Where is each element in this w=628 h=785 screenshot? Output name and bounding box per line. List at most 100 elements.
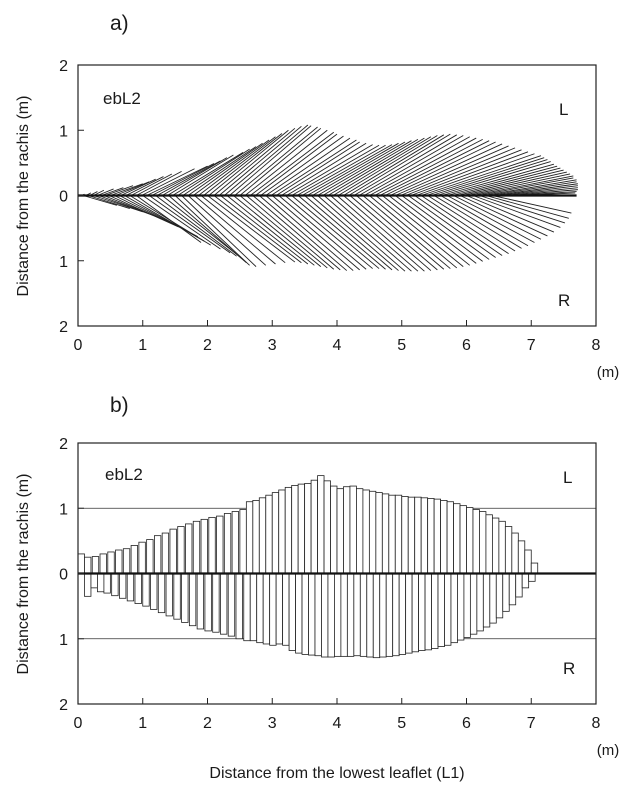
right-leaflet-bar <box>157 573 166 614</box>
right-leaflet-line <box>297 195 386 270</box>
left-leaflet-bar <box>284 486 293 574</box>
right-leaflet-bar <box>366 573 374 658</box>
panel-b-y-tick-label: 2 <box>59 697 68 714</box>
left-leaflet-bar <box>440 500 448 574</box>
left-leaflet-bar <box>511 532 519 574</box>
right-leaflet-line <box>174 195 250 266</box>
panel-a-y-tick-label: 2 <box>59 58 68 75</box>
left-leaflet-line <box>281 142 367 196</box>
left-leaflet-line <box>296 144 386 196</box>
panel-a-x-tick-label: 8 <box>592 337 601 354</box>
left-leaflet-line <box>379 140 490 196</box>
right-leaflet-bar <box>405 573 413 654</box>
left-leaflet-line <box>115 181 150 196</box>
right-leaflet-bar <box>314 573 322 657</box>
panel-b-x-axis-title: Distance from the lowest leaflet (L1) <box>209 765 464 782</box>
panel-a-id-label: ebL2 <box>103 89 141 108</box>
right-leaflet-bar <box>84 573 92 597</box>
right-leaflet-bar <box>437 573 445 647</box>
right-leaflet-bar <box>411 573 419 653</box>
right-leaflet-bar <box>327 573 335 658</box>
right-leaflet-bar <box>392 573 400 657</box>
left-leaflet-line <box>446 165 558 196</box>
left-leaflet-line <box>101 187 124 196</box>
right-leaflet-line <box>246 195 335 270</box>
right-leaflet-line <box>259 195 348 271</box>
left-leaflet-bar <box>297 483 306 574</box>
panel-b-y-tick-label: 1 <box>59 632 68 649</box>
left-leaflet-bar <box>304 483 312 574</box>
left-leaflet-line <box>208 129 289 196</box>
left-leaflet-bar <box>414 496 422 574</box>
panel-a-x-tick-label: 7 <box>527 337 536 354</box>
left-leaflet-bar <box>208 516 216 574</box>
left-leaflet-line <box>488 181 577 196</box>
right-leaflet-bar <box>165 573 173 617</box>
left-leaflet-bar <box>349 485 357 574</box>
left-leaflet-line <box>187 142 263 196</box>
left-leaflet-bar <box>91 556 100 574</box>
right-leaflet-bar <box>528 573 536 582</box>
left-leaflet-line <box>348 133 451 196</box>
left-leaflet-bar <box>362 489 370 574</box>
left-leaflet-line <box>441 163 555 196</box>
right-leaflet-line <box>194 195 276 265</box>
right-leaflet-bar <box>256 573 264 644</box>
right-leaflet-line <box>414 195 503 256</box>
left-leaflet-bar <box>427 498 435 574</box>
right-leaflet-bar <box>502 573 510 612</box>
left-leaflet-bar <box>466 507 474 574</box>
left-leaflet-line <box>249 131 335 196</box>
right-leaflet-line <box>453 195 542 240</box>
right-leaflet-bar <box>119 573 127 599</box>
left-leaflet-line <box>213 127 296 196</box>
left-leaflet-line <box>141 168 195 196</box>
right-leaflet-line <box>148 195 231 254</box>
right-leaflet-bar <box>321 573 329 658</box>
panel-a-x-tick-label: 5 <box>397 337 406 354</box>
right-leaflet-bar <box>308 573 316 656</box>
panel-b-x-tick-label: 4 <box>333 715 342 732</box>
panel-b-id-label: ebL2 <box>105 465 143 484</box>
panel-a-x-tick-label: 2 <box>203 337 212 354</box>
left-leaflet-bar <box>433 498 441 574</box>
right-leaflet-line <box>395 195 483 262</box>
left-leaflet-bar <box>472 509 480 574</box>
left-leaflet-line <box>327 137 425 196</box>
panel-b-y-tick-label: 1 <box>59 501 68 518</box>
left-leaflet-bar <box>252 500 260 574</box>
right-leaflet-line <box>492 195 572 214</box>
right-leaflet-line <box>271 195 360 271</box>
panel-a-y-tick-label: 1 <box>59 254 68 271</box>
right-leaflet-line <box>278 195 367 270</box>
left-leaflet-bar <box>381 493 390 574</box>
left-leaflet-bar <box>161 532 170 574</box>
right-leaflet-line <box>433 195 522 249</box>
right-leaflet-bar <box>346 573 355 657</box>
panel-b-x-tick-label: 7 <box>527 715 536 732</box>
left-leaflet-bar <box>517 540 526 574</box>
left-leaflet-line <box>415 153 535 196</box>
right-leaflet-line <box>427 195 516 252</box>
right-leaflet-line <box>375 195 464 267</box>
right-leaflet-line <box>401 195 490 260</box>
right-leaflet-bar <box>126 573 135 602</box>
left-leaflet-bar <box>169 528 177 574</box>
left-leaflet-bar <box>231 511 239 574</box>
right-leaflet-bar <box>444 573 452 646</box>
panel-b-x-unit: (m) <box>597 742 620 759</box>
panel-a-x-tick-label: 0 <box>74 337 83 354</box>
left-leaflet-line <box>110 183 143 196</box>
right-leaflet-bar <box>173 573 181 620</box>
left-leaflet-bar <box>154 535 162 574</box>
left-leaflet-bar <box>479 511 487 574</box>
left-leaflet-line <box>192 139 270 196</box>
right-leaflet-line <box>472 195 561 228</box>
left-leaflet-bar <box>368 490 377 574</box>
left-leaflet-line <box>467 173 571 196</box>
right-leaflet-bar <box>288 573 296 651</box>
left-leaflet-bar <box>407 496 416 574</box>
right-leaflet-line <box>220 195 309 265</box>
panel-b-bars <box>77 475 539 659</box>
right-leaflet-bar <box>196 573 205 630</box>
